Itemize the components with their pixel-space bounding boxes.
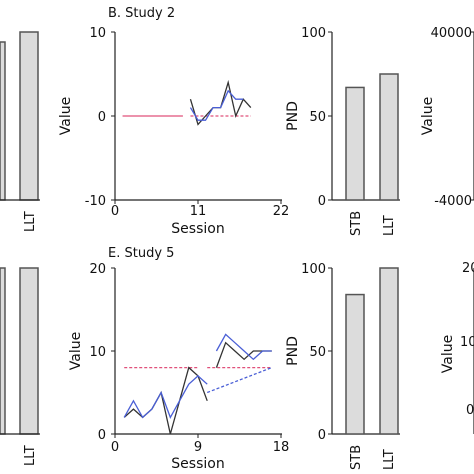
x-ticks: 0 11 22 bbox=[111, 200, 289, 219]
y-tick-label: 40000 bbox=[431, 26, 472, 41]
category-label-llt: LLT bbox=[382, 449, 397, 470]
y-axis-label: Value bbox=[440, 335, 456, 373]
y-tick-label: 10 bbox=[89, 26, 106, 41]
x-axis-label: Session bbox=[171, 456, 224, 472]
x-tick-label: 11 bbox=[190, 204, 207, 219]
bar-partial-a bbox=[0, 267, 6, 435]
x-tick-label: 9 bbox=[194, 440, 202, 455]
y-tick-label: 0 bbox=[98, 110, 106, 125]
category-label-llt: LLT bbox=[23, 445, 38, 466]
y-axis-label: Value bbox=[68, 332, 84, 370]
y-tick-label: 0 bbox=[318, 194, 326, 209]
y-tick-label: 10 bbox=[460, 335, 474, 350]
y-tick-label: 20 bbox=[462, 261, 474, 276]
bar-partial-llt bbox=[19, 267, 39, 435]
chart-title-study5: E. Study 5 bbox=[108, 246, 174, 261]
y-axis-label: PND bbox=[285, 336, 301, 366]
series-line-5 bbox=[215, 341, 272, 368]
panel-study5-pnd: 100 50 0 PND STB LLT bbox=[285, 262, 400, 470]
x-tick-label: 0 bbox=[111, 440, 119, 455]
series-group bbox=[122, 79, 252, 126]
series-line-3 bbox=[123, 366, 208, 435]
y-tick-label: 20 bbox=[89, 262, 106, 277]
y-tick-label: 100 bbox=[301, 26, 326, 41]
series-line-4 bbox=[123, 375, 208, 419]
bar-partial-llt bbox=[19, 31, 39, 201]
y-axis-label: PND bbox=[285, 101, 301, 131]
panel-study5-line: E. Study 5 20 10 0 0 9 18 Session Value bbox=[68, 246, 289, 472]
series-line-2 bbox=[189, 79, 252, 126]
category-label-llt: LLT bbox=[382, 215, 397, 236]
category-label-stb: STB bbox=[349, 211, 364, 236]
x-axis-label: Session bbox=[171, 221, 224, 237]
panel-partial-bottom-left: LLT bbox=[0, 267, 40, 466]
y-tick-label: -4000 bbox=[434, 194, 472, 209]
series-group bbox=[123, 333, 273, 435]
panel-partial-top-left: LLT bbox=[0, 31, 40, 232]
y-tick-label: 0 bbox=[318, 428, 326, 443]
y-ticks: 10 0 -10 bbox=[85, 26, 115, 209]
series-line-6 bbox=[215, 333, 272, 361]
x-tick-label: 22 bbox=[273, 204, 290, 219]
y-tick-label: 10 bbox=[89, 345, 106, 360]
panel-partial-bottom-right: 20 10 0 Value bbox=[440, 261, 474, 434]
chart-title-study2: B. Study 2 bbox=[108, 6, 175, 21]
y-tick-label: -10 bbox=[85, 194, 106, 209]
panel-partial-top-right: 40000 -4000 Value bbox=[420, 26, 474, 209]
bar-group bbox=[345, 267, 399, 435]
bar-stb bbox=[345, 86, 365, 201]
category-label-llt: LLT bbox=[23, 211, 38, 232]
y-tick-label: 0 bbox=[466, 403, 474, 418]
panel-study2-pnd: 100 50 0 PND STB LLT bbox=[285, 26, 400, 236]
y-tick-label: 50 bbox=[309, 345, 326, 360]
category-label-stb: STB bbox=[349, 445, 364, 470]
bar-llt bbox=[379, 73, 399, 201]
panel-study2-line: B. Study 2 10 0 -10 0 11 22 Session Valu… bbox=[58, 6, 289, 237]
bar-group bbox=[345, 73, 399, 201]
bar-partial-a bbox=[0, 41, 6, 201]
y-tick-label: 100 bbox=[301, 262, 326, 277]
bar-llt bbox=[379, 267, 399, 435]
series-line-3 bbox=[189, 89, 244, 121]
x-tick-label: 18 bbox=[273, 440, 290, 455]
series-line-2 bbox=[206, 366, 273, 394]
y-axis-label: Value bbox=[58, 97, 74, 135]
bar-stb bbox=[345, 293, 365, 435]
y-tick-label: 0 bbox=[98, 428, 106, 443]
y-axis-label: Value bbox=[420, 97, 436, 135]
y-tick-label: 50 bbox=[309, 110, 326, 125]
x-tick-label: 0 bbox=[111, 204, 119, 219]
